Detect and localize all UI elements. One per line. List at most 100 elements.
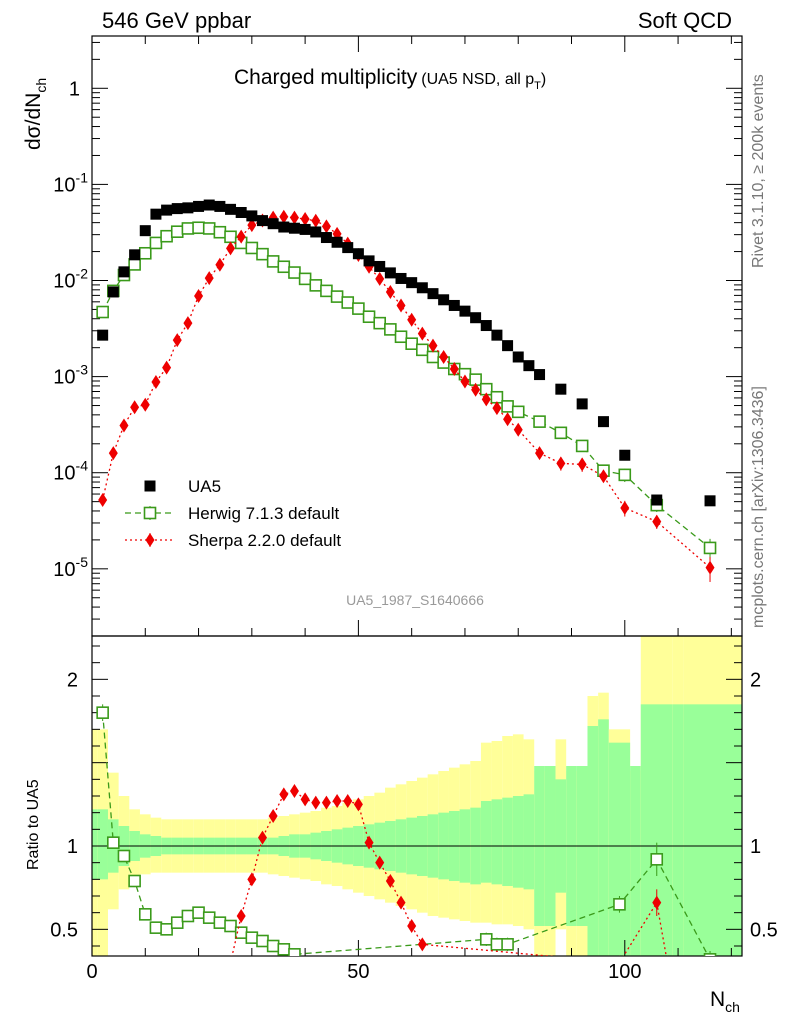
herwig-main-point <box>128 258 141 271</box>
svg-text:Nch: Nch <box>710 988 740 1015</box>
herwig-main-point <box>703 541 717 555</box>
sherpa-main-point <box>172 333 182 348</box>
herwig-main-point <box>362 310 376 324</box>
sherpa-ratio-point <box>396 895 406 910</box>
tick-base: 10 <box>53 559 75 581</box>
ua5-main-point <box>182 202 194 214</box>
sherpa-ratio-point <box>247 872 257 887</box>
band-inner-bin <box>502 797 513 886</box>
side-text-bottom: mcplots.cern.ch [arXiv:1306.3436] <box>750 386 767 628</box>
band-inner-bin <box>608 742 631 956</box>
sherpa-main-point <box>98 493 108 508</box>
title-sub-index: T <box>534 80 541 92</box>
band-inner-bin <box>97 809 108 880</box>
header-right-label: Soft QCD <box>638 8 732 33</box>
ua5-main-point <box>139 225 151 237</box>
ua5-main-point <box>523 360 535 372</box>
herwig-main-point <box>298 272 312 286</box>
x-tick-label: 50 <box>347 961 369 983</box>
sherpa-main-point <box>289 210 299 225</box>
sherpa-main-point <box>194 288 204 303</box>
title-sub: (UA5 NSD, all p <box>421 71 534 88</box>
x-label-sub: ch <box>725 999 740 1015</box>
herwig-main-point <box>256 247 269 261</box>
band-inner-bin <box>587 726 599 956</box>
sherpa-ratio-point <box>385 874 395 888</box>
main-y-tick-label-text: 10-5 <box>53 554 88 581</box>
herwig-main-point <box>341 296 355 309</box>
herwig-main-point <box>170 225 184 238</box>
herwig-main-point <box>554 426 568 440</box>
ua5-main-point <box>502 340 514 352</box>
sherpa-main-point <box>652 514 662 529</box>
herwig-main-point <box>266 255 280 268</box>
herwig-main-point <box>96 305 109 319</box>
main-data-layer <box>96 199 717 582</box>
main-y-label-text: dσ/dN <box>22 93 45 150</box>
ua5-main-point <box>320 232 332 244</box>
ua5-main-point <box>576 398 588 410</box>
svg-text:dσ/dNch: dσ/dNch <box>22 78 49 150</box>
sherpa-main-point <box>183 316 193 331</box>
herwig-ratio-point <box>245 931 259 944</box>
sherpa-ratio-point <box>332 794 342 808</box>
ua5-main-point <box>459 305 471 317</box>
ua5-main-point <box>384 267 396 279</box>
main-y-tick-label-text: 1 <box>69 78 80 100</box>
ua5-main-point <box>555 383 567 395</box>
band-inner-bin <box>672 704 684 956</box>
sherpa-ratio-point <box>375 855 385 870</box>
sherpa-main-point <box>279 209 289 224</box>
sherpa-ratio-point <box>300 792 310 807</box>
herwig-ratio-point <box>202 911 216 924</box>
main-y-tick-label-text: 10-3 <box>53 362 88 389</box>
herwig-main-point <box>490 390 504 404</box>
ua5-main-point <box>480 320 492 332</box>
ua5-main-point <box>416 282 428 294</box>
herwig-main-point <box>330 290 344 303</box>
sherpa-ratio-point <box>268 809 278 823</box>
sherpa-ratio-point <box>417 937 427 952</box>
title-sub-close: ) <box>541 71 546 88</box>
herwig-main-point <box>245 241 259 255</box>
sherpa-main-point <box>108 446 118 461</box>
sherpa-ratio-point <box>364 835 374 850</box>
ua5-main-point <box>342 242 354 254</box>
x-label-text: N <box>710 988 725 1011</box>
sherpa-main-point <box>215 257 225 272</box>
band-inner-bin <box>640 704 673 956</box>
sherpa-ratio-point <box>667 955 668 956</box>
sherpa-main-point <box>140 397 150 412</box>
ua5-main-point <box>225 203 237 215</box>
legend-label: Sherpa 2.2.0 default <box>188 531 341 550</box>
ua5-main-point <box>193 200 205 212</box>
ua5-main-point <box>235 207 247 219</box>
band-inner-bin <box>480 801 492 883</box>
herwig-ratio-point <box>479 933 493 946</box>
band-inner-bin <box>683 704 742 956</box>
sherpa-main-point <box>385 284 395 299</box>
herwig-ratio-point <box>96 706 109 719</box>
side-text-top: Rivet 3.1.10, ≥ 200k events <box>750 74 767 268</box>
band-inner-bin <box>555 779 567 893</box>
main-y-tick-label-text: 10-1 <box>53 169 88 196</box>
ratio-y-axis: 0.5 0.5 1 1 2 2 <box>50 645 778 947</box>
sherpa-ratio-point <box>353 797 363 812</box>
sherpa-main-point <box>705 560 715 575</box>
herwig-ratio-point <box>288 948 301 956</box>
ua5-main-point <box>118 266 130 278</box>
ua5-main-point <box>619 449 631 461</box>
sherpa-main-point <box>598 469 608 484</box>
sherpa-main-point <box>162 360 172 375</box>
ua5-main-point <box>448 299 460 311</box>
herwig-ratio-point <box>192 906 205 919</box>
ua5-main-point <box>150 208 162 220</box>
sherpa-main-point <box>513 422 523 437</box>
herwig-main-point <box>533 415 546 428</box>
band-inner-bin <box>92 809 98 880</box>
ratio-y-tick-label-right: 1 <box>750 836 761 858</box>
herwig-main-point <box>373 316 387 330</box>
herwig-main-point <box>352 302 365 315</box>
ratio-y-tick-label-right: 0.5 <box>750 919 778 941</box>
sherpa-main-point <box>300 212 310 227</box>
